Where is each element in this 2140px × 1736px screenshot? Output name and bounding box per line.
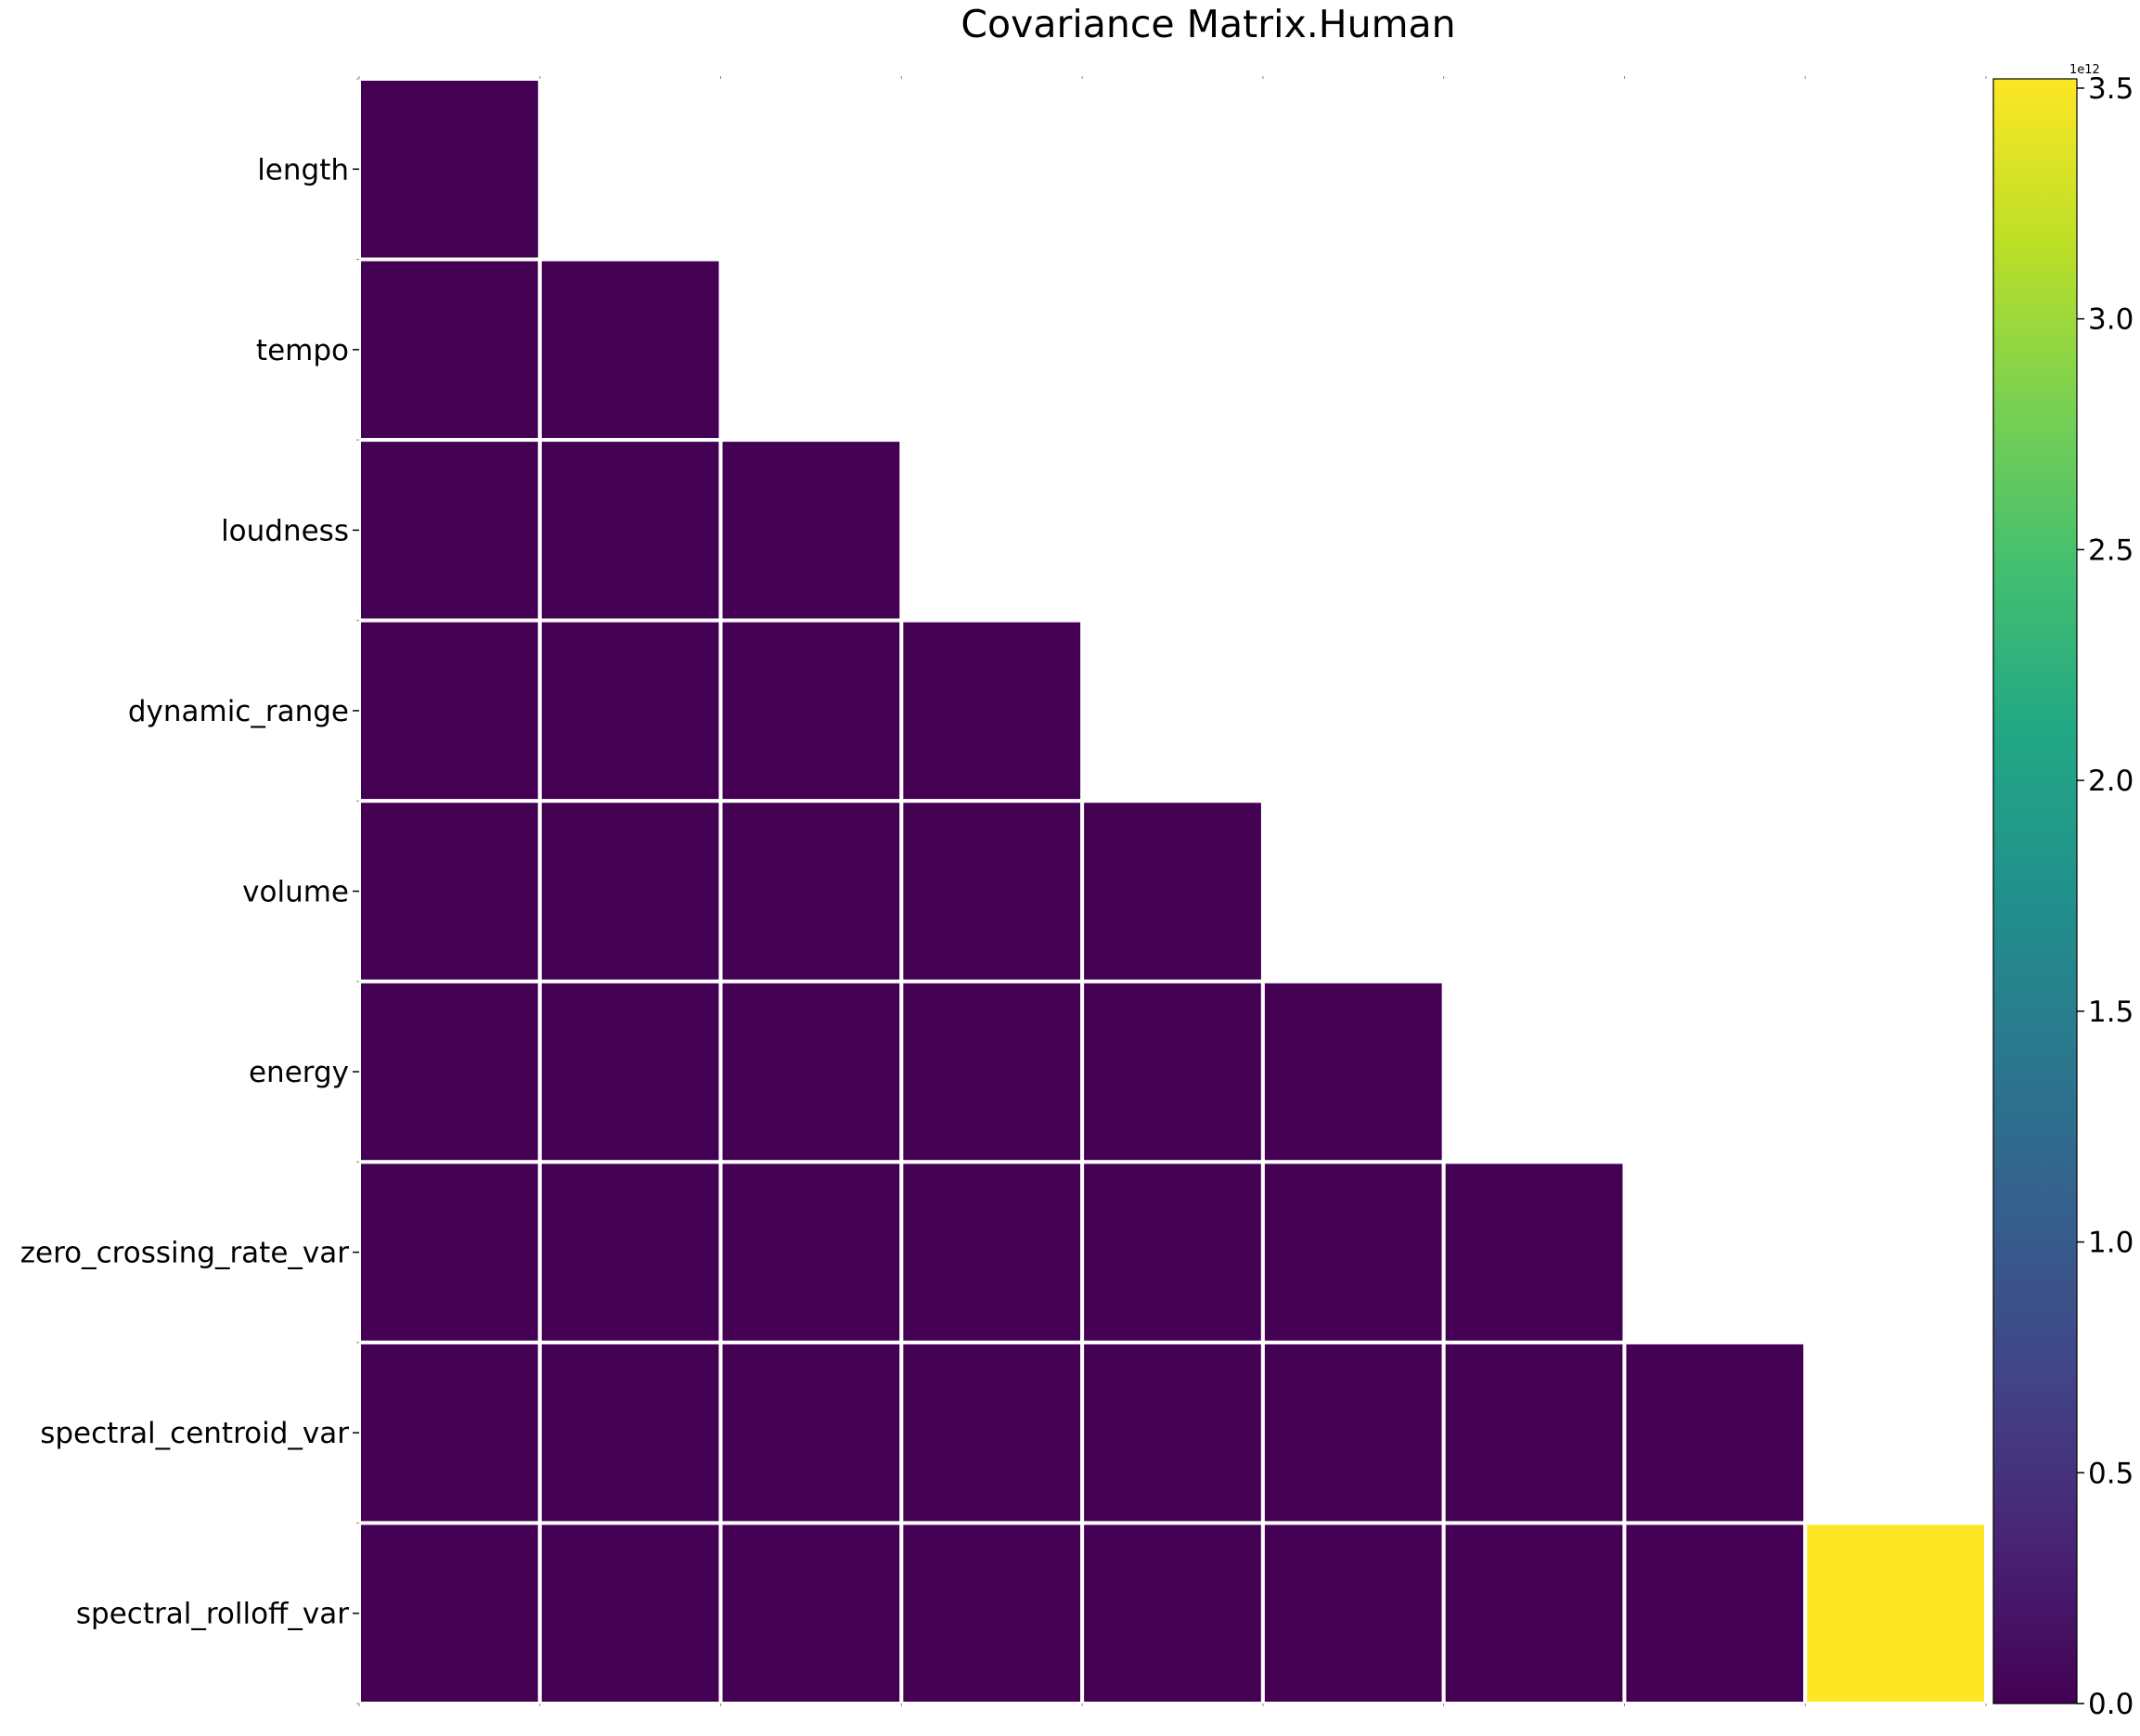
heatmap-cell-7-5: [1260, 1340, 1446, 1525]
heatmap-cell-5-2: [718, 979, 904, 1164]
colorbar-tick-label: 1.0: [2088, 1227, 2134, 1260]
heatmap-cell-8-7: [1622, 1521, 1808, 1706]
colorbar-tick-label: 0.5: [2088, 1457, 2134, 1490]
y-tick-label-length: length: [257, 153, 349, 186]
heatmap-cell-3-2: [718, 618, 904, 804]
y-tick-label-spectral-rolloff-var: spectral_rolloff_var: [76, 1598, 349, 1631]
heatmap-cell-7-6: [1441, 1340, 1627, 1525]
y-tick-label-spectral-centroid-var: spectral_centroid_var: [40, 1417, 349, 1450]
y-tick-label-loudness: loudness: [221, 514, 349, 547]
heatmap-cell-2-1: [537, 438, 723, 623]
colorbar-exponent-label: 1e12: [2069, 63, 2100, 77]
heatmap-cell-5-1: [537, 979, 723, 1164]
heatmap-cell-6-2: [718, 1160, 904, 1344]
heatmap-cell-4-3: [899, 799, 1085, 984]
chart-title: Covariance Matrix.Human: [960, 2, 1455, 46]
heatmap-cell-8-8: [1803, 1521, 1988, 1706]
heatmap-cell-8-1: [537, 1521, 723, 1706]
heatmap-cell-8-3: [899, 1521, 1085, 1706]
y-tick-label-volume: volume: [242, 876, 349, 909]
y-tick-label-dynamic-range: dynamic_range: [128, 695, 349, 728]
y-tick-label-zero-crossing-rate-var: zero_crossing_rate_var: [20, 1237, 349, 1270]
heatmap-cell-5-4: [1080, 979, 1265, 1164]
colorbar-tick-label: 1.5: [2088, 996, 2134, 1029]
heatmap-cell-8-2: [718, 1521, 904, 1706]
colorbar-tick-label: 3.5: [2088, 72, 2134, 106]
heatmap-cell-6-4: [1080, 1160, 1265, 1344]
heatmap-cell-6-0: [357, 1160, 542, 1344]
heatmap-cell-3-1: [537, 618, 723, 804]
heatmap-cell-7-1: [537, 1340, 723, 1525]
heatmap-cell-5-0: [357, 979, 542, 1164]
y-tick-label-energy: energy: [249, 1056, 349, 1089]
heatmap-cell-8-0: [357, 1521, 542, 1706]
heatmap-cell-7-2: [718, 1340, 904, 1525]
heatmap-cell-1-1: [537, 257, 723, 443]
heatmap-cell-4-1: [537, 799, 723, 984]
heatmap-cell-5-5: [1260, 979, 1446, 1164]
heatmap-cell-4-4: [1080, 799, 1265, 984]
heatmap-cell-0-0: [357, 77, 542, 262]
heatmap-cell-1-0: [357, 257, 542, 443]
heatmap-cell-2-2: [718, 438, 904, 623]
colorbar-tick-label: 2.5: [2088, 534, 2134, 567]
heatmap-cell-7-4: [1080, 1340, 1265, 1525]
y-tick-label-tempo: tempo: [256, 334, 349, 367]
heatmap-cell-7-7: [1622, 1340, 1808, 1525]
colorbar-tick-label: 3.0: [2088, 303, 2134, 337]
colorbar: [1992, 78, 2078, 1704]
heatmap-cell-8-6: [1441, 1521, 1627, 1706]
heatmap-cell-5-3: [899, 979, 1085, 1164]
heatmap-cell-7-3: [899, 1340, 1085, 1525]
heatmap-cell-6-1: [537, 1160, 723, 1344]
heatmap-cell-3-3: [899, 618, 1085, 804]
heatmap-cell-8-5: [1260, 1521, 1446, 1706]
heatmap-cell-8-4: [1080, 1521, 1265, 1706]
heatmap-cell-7-0: [357, 1340, 542, 1525]
heatmap-cell-2-0: [357, 438, 542, 623]
colorbar-tick-label: 2.0: [2088, 765, 2134, 798]
heatmap-cell-6-6: [1441, 1160, 1627, 1344]
heatmap-cell-6-5: [1260, 1160, 1446, 1344]
heatmap-cell-4-0: [357, 799, 542, 984]
heatmap-cell-6-3: [899, 1160, 1085, 1344]
colorbar-tick-label: 0.0: [2088, 1688, 2134, 1721]
heatmap-cell-4-2: [718, 799, 904, 984]
heatmap-cell-3-0: [357, 618, 542, 804]
